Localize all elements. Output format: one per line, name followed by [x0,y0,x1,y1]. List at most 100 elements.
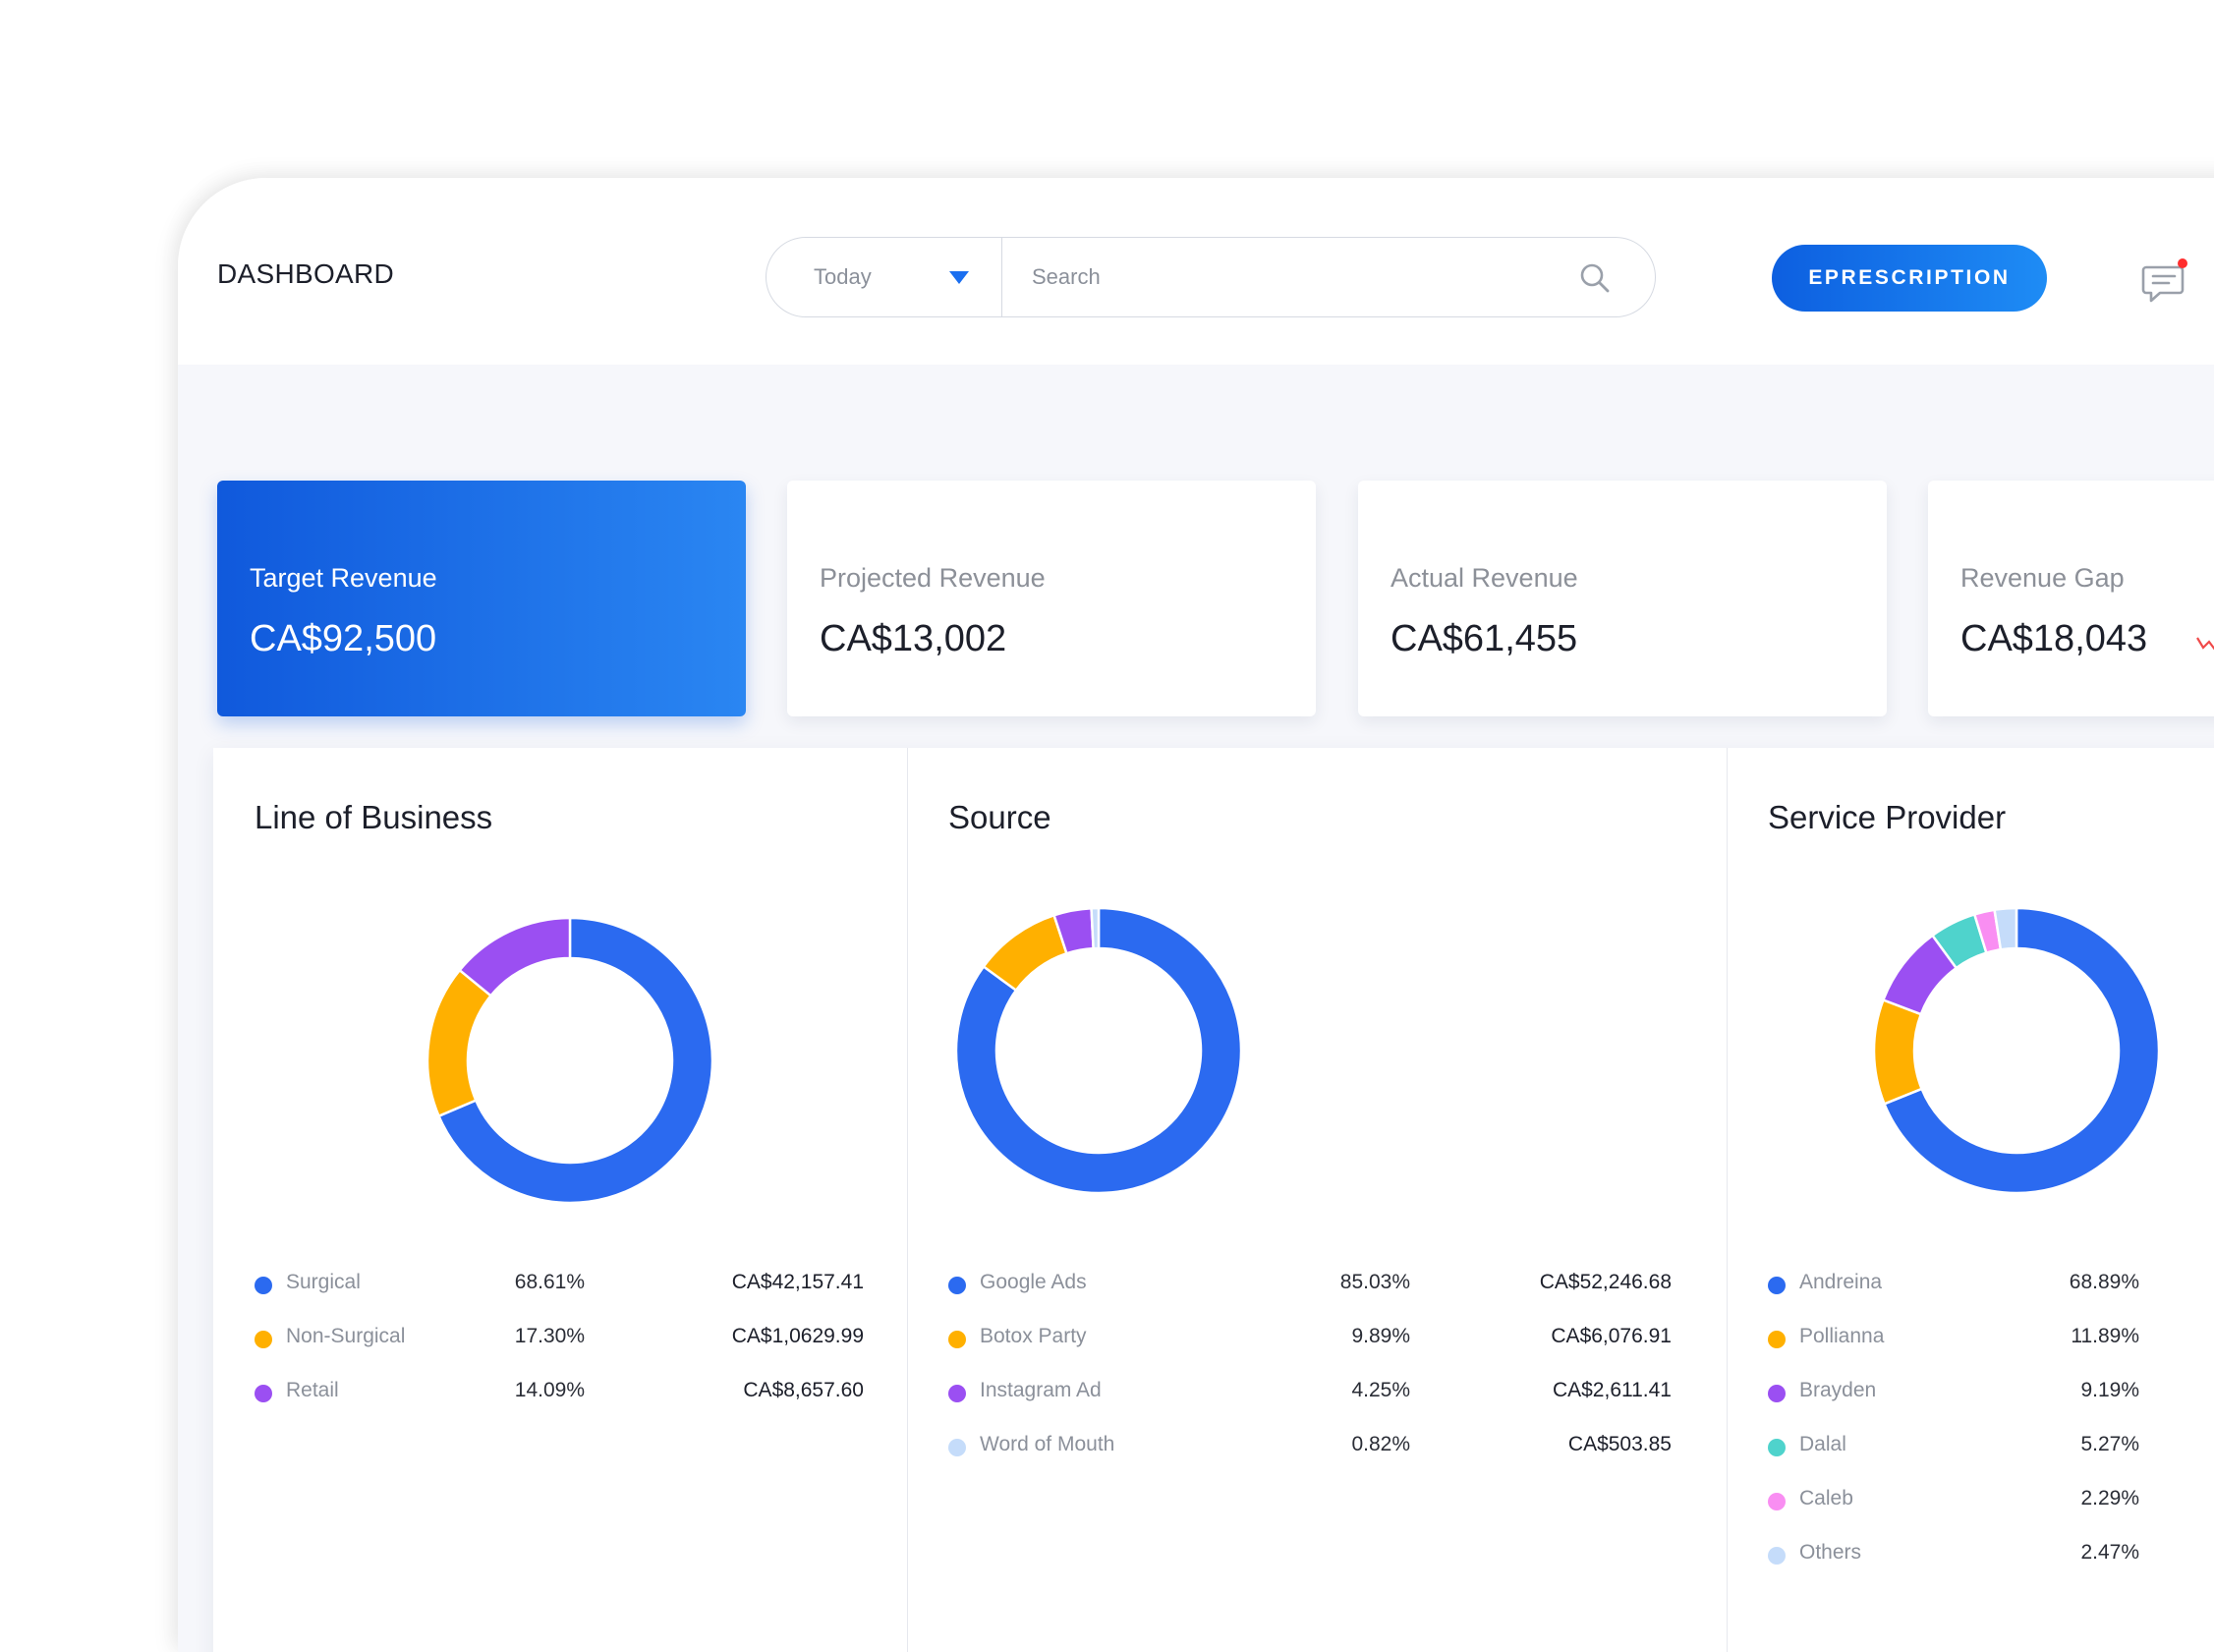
legend-name: Andreina [1799,1271,1883,1293]
legend-percent: 68.61% [514,1271,585,1293]
breakdown-panel: Line of Business Surgical 68.61% CA$42,1… [213,748,2214,1652]
legend-name: Non-Surgical [286,1325,406,1347]
card-label: Revenue Gap [1960,563,2125,593]
legend-percent: 85.03% [1339,1271,1410,1293]
section-title: Source [948,799,1051,835]
messages-icon[interactable] [2141,258,2188,306]
card-value: CA$18,043 [1960,618,2148,659]
legend-row: Retail 14.09% CA$8,657.60 [255,1379,864,1408]
legend-row: Surgical 68.61% CA$42,157.41 [255,1271,864,1300]
section-title: Service Provider [1768,799,2007,835]
legend-dot [1768,1331,1786,1348]
legend-percent: 5.27% [2080,1433,2139,1455]
line-of-business-donut-chart [426,916,714,1205]
legend-name: Surgical [286,1271,361,1293]
legend-dot [1768,1493,1786,1510]
app-window: DASHBOARD Today EPRESCRIPTION Target Rev… [178,178,2214,1652]
legend-row: Botox Party 9.89% CA$6,076.91 [948,1325,1685,1354]
legend-dot [948,1439,966,1456]
legend-dot [948,1277,966,1294]
legend-amount: CA$8,657.60 [743,1379,864,1401]
period-dropdown-value: Today [814,264,872,289]
donut-slice-non-surgical[interactable] [426,968,493,1118]
legend-dot [1768,1277,1786,1294]
legend-amount: CA$503.85 [1567,1433,1672,1455]
legend-name: Dalal [1799,1433,1846,1455]
legend-row: Andreina 68.89% [1768,1271,2161,1300]
legend-amount: CA$52,246.68 [1539,1271,1672,1293]
legend-percent: 2.29% [2080,1487,2139,1510]
legend-percent: 9.19% [2080,1379,2139,1401]
legend-dot [255,1277,272,1294]
donut-slice-pollianna[interactable] [1872,997,1924,1106]
section-divider [1727,748,1728,1652]
legend-name: Botox Party [980,1325,1087,1347]
search-input[interactable] [1032,257,1582,297]
legend-name: Google Ads [980,1271,1087,1293]
legend-name: Pollianna [1799,1325,1885,1347]
top-header: DASHBOARD Today EPRESCRIPTION [178,178,2214,365]
legend-dot [255,1331,272,1348]
donut-slice-google-ads[interactable] [954,906,1243,1195]
legend-amount: CA$42,157.41 [731,1271,864,1293]
donut-slice-andreina[interactable] [1882,906,2161,1195]
source-section: Source Google Ads 85.03% CA$52,246.68 Bo… [907,748,1727,1652]
legend-dot [255,1385,272,1402]
search-icon[interactable] [1578,261,1612,295]
search-bar: Today [766,237,1656,317]
legend-row: Google Ads 85.03% CA$52,246.68 [948,1271,1685,1300]
service-provider-donut-chart [1872,906,2161,1195]
page-title: DASHBOARD [217,258,395,289]
card-value: CA$13,002 [820,618,1007,659]
legend-row: Non-Surgical 17.30% CA$1,0629.99 [255,1325,864,1354]
legend-dot [1768,1385,1786,1402]
donut-slice-surgical[interactable] [436,916,714,1205]
legend-percent: 9.89% [1351,1325,1410,1347]
legend-percent: 4.25% [1351,1379,1410,1401]
legend-dot [948,1331,966,1348]
card-label: Target Revenue [250,563,437,593]
legend-percent: 0.82% [1351,1433,1410,1455]
legend-row: Dalal 5.27% [1768,1433,2161,1462]
donut-slice-others[interactable] [1993,906,2018,951]
section-title: Line of Business [255,799,493,835]
service-provider-section: Service Provider Andreina 68.89% Pollian… [1727,748,2214,1652]
legend-name: Retail [286,1379,339,1401]
legend-name: Word of Mouth [980,1433,1115,1455]
revenue-gap-card[interactable]: Revenue Gap CA$18,043 [1928,481,2214,716]
trend-down-icon [2196,637,2214,651]
legend-amount: CA$1,0629.99 [731,1325,864,1347]
period-dropdown[interactable]: Today [766,238,1002,316]
legend-dot [1768,1439,1786,1456]
legend-dot [948,1385,966,1402]
section-divider [907,748,908,1652]
card-label: Actual Revenue [1391,563,1578,593]
legend-row: Word of Mouth 0.82% CA$503.85 [948,1433,1685,1462]
legend-dot [1768,1547,1786,1565]
legend-percent: 2.47% [2080,1541,2139,1564]
eprescription-button[interactable]: EPRESCRIPTION [1772,245,2047,312]
legend-percent: 11.89% [2071,1325,2139,1347]
legend-row: Others 2.47% [1768,1541,2161,1570]
actual-revenue-card[interactable]: Actual Revenue CA$61,455 [1358,481,1887,716]
legend-row: Caleb 2.29% [1768,1487,2161,1516]
notification-dot [2178,258,2187,268]
legend-percent: 17.30% [514,1325,585,1347]
donut-slice-word-of-mouth[interactable] [1090,906,1101,950]
donut-slice-retail[interactable] [457,916,572,997]
legend-row: Pollianna 11.89% [1768,1325,2161,1354]
card-label: Projected Revenue [820,563,1046,593]
card-value: CA$92,500 [250,618,437,659]
legend-amount: CA$2,611.41 [1552,1379,1672,1401]
legend-amount: CA$6,076.91 [1551,1325,1672,1347]
card-value: CA$61,455 [1391,618,1578,659]
legend-percent: 14.09% [514,1379,585,1401]
legend-name: Brayden [1799,1379,1877,1401]
target-revenue-card[interactable]: Target Revenue CA$92,500 [217,481,746,716]
legend-name: Instagram Ad [980,1379,1102,1401]
legend-name: Others [1799,1541,1862,1564]
line-of-business-section: Line of Business Surgical 68.61% CA$42,1… [213,748,907,1652]
source-donut-chart [954,906,1243,1195]
projected-revenue-card[interactable]: Projected Revenue CA$13,002 [787,481,1316,716]
legend-percent: 68.89% [2069,1271,2139,1293]
